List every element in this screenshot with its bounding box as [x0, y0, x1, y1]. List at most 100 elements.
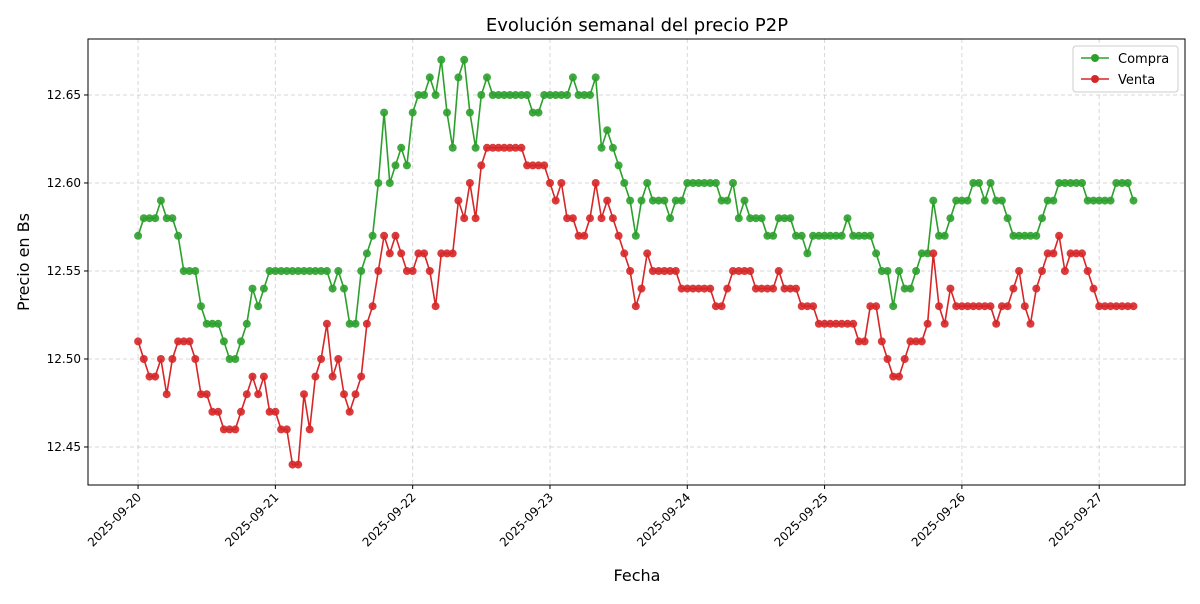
data-point-compra — [197, 302, 205, 311]
data-point-compra — [248, 284, 257, 293]
data-point-compra — [723, 196, 732, 205]
data-point-compra — [1043, 196, 1052, 205]
data-point-compra — [986, 179, 995, 187]
data-point-venta — [1003, 302, 1012, 311]
data-point-compra — [980, 196, 989, 205]
data-point-venta — [889, 372, 898, 381]
data-point-venta — [483, 143, 491, 152]
plot-area — [134, 55, 1138, 469]
data-point-venta — [1032, 284, 1041, 293]
data-point-venta — [311, 372, 320, 381]
data-point-compra — [614, 161, 623, 170]
data-point-compra — [380, 108, 389, 117]
data-point-compra — [334, 267, 343, 275]
data-point-compra — [620, 179, 629, 187]
data-point-venta — [191, 355, 200, 363]
data-point-compra — [946, 214, 955, 223]
data-point-venta — [425, 267, 434, 275]
data-point-compra — [969, 179, 978, 187]
data-point-compra — [608, 143, 617, 152]
data-point-compra — [1009, 231, 1018, 240]
data-point-compra — [425, 73, 434, 82]
data-point-compra — [706, 179, 715, 187]
data-point-venta — [568, 214, 577, 223]
data-point-venta — [385, 249, 394, 258]
axes-frame — [87, 38, 1186, 486]
data-point-venta — [368, 302, 377, 311]
data-point-compra — [1118, 179, 1127, 187]
data-point-compra — [895, 267, 903, 275]
data-point-venta — [591, 179, 600, 187]
data-point-compra — [391, 161, 400, 170]
data-point-compra — [1015, 231, 1024, 240]
data-point-compra — [854, 231, 863, 240]
data-point-venta — [814, 319, 823, 328]
data-point-compra — [305, 267, 314, 275]
data-point-venta — [694, 284, 703, 293]
data-point-compra — [757, 214, 766, 223]
data-point-venta — [751, 284, 760, 293]
data-point-compra — [643, 179, 652, 187]
data-point-compra — [1026, 231, 1035, 240]
data-point-venta — [500, 143, 509, 152]
data-point-venta — [866, 302, 875, 311]
data-point-venta — [288, 460, 297, 469]
y-tick-label: 12.60 — [47, 176, 81, 190]
data-point-venta — [792, 284, 800, 293]
data-point-compra — [156, 196, 165, 205]
data-point-venta — [986, 302, 995, 311]
data-point-venta — [414, 249, 423, 258]
data-point-venta — [557, 179, 566, 187]
data-point-venta — [1055, 231, 1064, 240]
data-point-compra — [259, 284, 268, 293]
data-point-venta — [711, 302, 720, 311]
data-point-compra — [992, 196, 1001, 205]
data-point-compra — [494, 91, 503, 99]
data-point-compra — [448, 143, 457, 152]
data-point-compra — [488, 91, 497, 99]
data-point-compra — [997, 196, 1006, 205]
data-point-compra — [734, 214, 743, 223]
data-point-venta — [626, 267, 635, 275]
data-point-venta — [654, 267, 663, 275]
data-point-venta — [1106, 302, 1115, 311]
data-point-compra — [957, 196, 966, 205]
data-point-venta — [963, 302, 972, 311]
data-point-venta — [391, 231, 400, 240]
data-point-venta — [1112, 302, 1121, 311]
data-point-venta — [900, 355, 909, 363]
data-point-compra — [139, 214, 148, 223]
data-point-venta — [1072, 249, 1081, 258]
data-point-compra — [282, 267, 291, 275]
data-point-venta — [1118, 302, 1127, 311]
data-point-venta — [1089, 284, 1098, 293]
data-point-compra — [666, 214, 675, 223]
data-point-compra — [1083, 196, 1092, 205]
data-point-compra — [1100, 196, 1109, 205]
data-point-venta — [443, 249, 451, 258]
data-point-venta — [265, 407, 274, 416]
data-point-compra — [1038, 214, 1046, 223]
data-point-compra — [671, 196, 680, 205]
data-point-compra — [322, 267, 331, 275]
data-point-venta — [877, 337, 886, 346]
data-point-compra — [385, 179, 394, 187]
data-point-compra — [311, 267, 320, 275]
data-point-venta — [883, 355, 892, 363]
data-point-compra — [746, 214, 755, 223]
data-point-compra — [586, 91, 594, 99]
data-point-compra — [151, 214, 160, 223]
data-point-compra — [168, 214, 177, 223]
data-point-compra — [362, 249, 371, 258]
data-point-compra — [843, 214, 852, 223]
data-point-venta — [151, 372, 160, 381]
data-point-venta — [935, 302, 943, 311]
data-point-compra — [437, 55, 446, 64]
data-point-venta — [1043, 249, 1052, 258]
data-point-venta — [946, 284, 955, 293]
data-point-venta — [248, 372, 257, 381]
data-point-venta — [740, 267, 749, 275]
data-point-compra — [1089, 196, 1098, 205]
data-point-venta — [551, 196, 560, 205]
data-point-venta — [174, 337, 183, 346]
